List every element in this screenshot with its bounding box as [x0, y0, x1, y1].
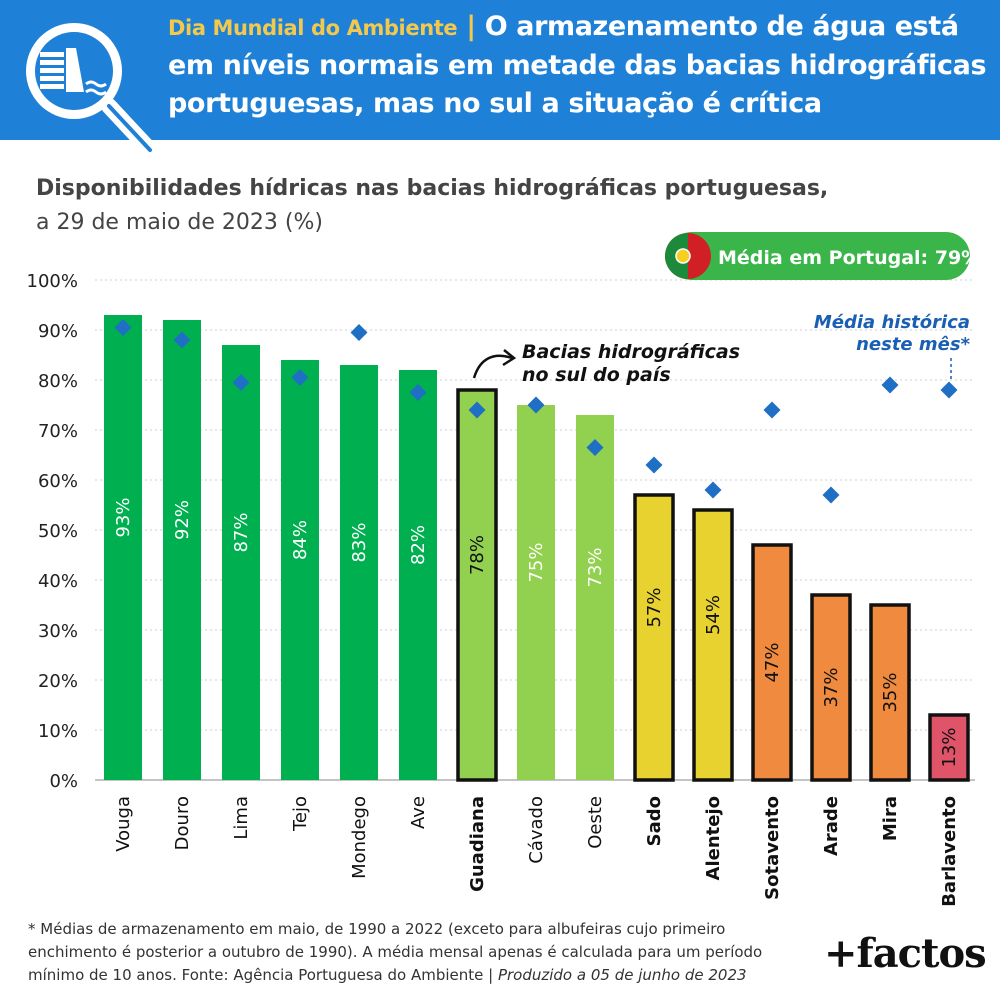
x-tick-label: Sotavento: [762, 796, 783, 900]
south-basins-annotation: Bacias hidrográficas no sul do país: [472, 341, 740, 386]
x-tick-label: Sado: [644, 796, 665, 846]
footnote-text: * Médias de armazenamento em maio, de 19…: [28, 920, 763, 984]
x-tick-label: Guadiana: [467, 796, 488, 892]
historical-marker: [291, 369, 309, 386]
y-tick-label: 10%: [38, 721, 78, 742]
bar-value-label: 54%: [703, 595, 724, 635]
x-tick-label: Douro: [172, 796, 193, 850]
headline-separator: |: [466, 11, 476, 42]
south-annotation-line2: no sul do país: [522, 364, 671, 386]
subtitle-line2: a 29 de maio de 2023 (%): [36, 210, 323, 235]
historical-marker: [409, 384, 427, 401]
bar-value-label: 83%: [349, 522, 370, 562]
x-tick-label: Alentejo: [703, 796, 724, 880]
bar-arade: [810, 593, 852, 782]
bar-tejo: [281, 360, 319, 780]
x-tick-label: Vouga: [113, 796, 134, 852]
x-tick-label: Barlavento: [939, 796, 960, 907]
badge-label: Média em Portugal: 79%: [718, 247, 980, 269]
footnote-produced: Produzido a 05 de junho de 2023: [497, 966, 747, 984]
y-tick-label: 70%: [38, 421, 78, 442]
x-tick-label: Arade: [821, 796, 842, 856]
historical-marker: [645, 456, 663, 474]
hist-annotation-line2: neste mês*: [856, 334, 970, 355]
x-tick-label: Oeste: [585, 796, 606, 849]
bar-value-label: 13%: [939, 727, 960, 767]
y-tick-label: 50%: [38, 521, 78, 542]
historical-marker: [881, 376, 899, 394]
bar-value-label: 87%: [231, 512, 252, 552]
y-tick-label: 90%: [38, 321, 78, 342]
south-annotation-line1: Bacias hidrográficas: [522, 341, 740, 363]
historical-marker: [173, 331, 191, 349]
historical-marker: [940, 381, 958, 399]
bar-ave: [399, 370, 437, 780]
x-tick-label: Ave: [408, 796, 429, 829]
x-tick-label: Lima: [231, 796, 252, 840]
header-banner: Dia Mundial do Ambiente | O armazenament…: [0, 0, 1000, 158]
headline-kicker: Dia Mundial do Ambiente: [168, 16, 458, 40]
bar-lima: [222, 345, 260, 780]
subtitle-line1: Disponibilidades hídricas nas bacias hid…: [36, 176, 829, 201]
bar-value-label: 78%: [467, 535, 488, 575]
x-tick-label: Mondego: [349, 796, 370, 879]
historical-marker: [704, 481, 722, 499]
historical-marker: [114, 319, 132, 336]
bar-value-label: 35%: [880, 672, 901, 712]
headline-title: O armazenamento de água está em níveis n…: [168, 11, 987, 119]
bar-value-label: 57%: [644, 587, 665, 627]
historical-marker: [586, 439, 604, 456]
y-tick-label: 100%: [27, 271, 78, 292]
historical-marker: [232, 374, 250, 391]
bar-value-label: 73%: [585, 547, 606, 587]
bar-vouga: [104, 315, 142, 780]
historical-marker: [527, 396, 545, 414]
y-tick-label: 80%: [38, 371, 78, 392]
portugal-average-badge: Média em Portugal: 79%: [665, 232, 980, 280]
y-axis-labels: 0% 10% 20% 30% 40% 50% 60% 70% 80% 90% 100%: [27, 271, 78, 792]
bars: 93% 92% 87% 84% 83% 82% 78% 75% 73% 57% 54% 47% 37% 3…: [104, 315, 970, 782]
bar-cávado: [517, 405, 555, 780]
water-reservoir-search-icon: [26, 23, 158, 158]
x-tick-label: Mira: [880, 796, 901, 841]
historical-average-annotation: Média histórica neste mês*: [814, 312, 971, 380]
y-tick-label: 30%: [38, 621, 78, 642]
x-axis-labels: Vouga Douro Lima Tejo Mondego Ave Guadiana Cáva…: [113, 796, 960, 907]
brand-logo: +factos: [824, 930, 987, 977]
y-tick-label: 60%: [38, 471, 78, 492]
bar-oeste: [576, 415, 614, 780]
historical-marker: [822, 486, 840, 504]
historical-markers: [114, 319, 958, 504]
bar-value-label: 82%: [408, 525, 429, 565]
bar-value-label: 75%: [526, 542, 547, 582]
historical-marker: [763, 401, 781, 419]
bar-sado: [633, 493, 675, 782]
y-tick-label: 20%: [38, 671, 78, 692]
bar-sotavento: [751, 543, 793, 782]
historical-marker: [468, 401, 486, 419]
bar-barlavento: [928, 713, 970, 782]
bar-mondego: [340, 365, 378, 780]
chart-subtitle: Disponibilidades hídricas nas bacias hid…: [36, 172, 828, 240]
bar-value-label: 37%: [821, 667, 842, 707]
bar-douro: [163, 320, 201, 780]
bar-value-label: 84%: [290, 520, 311, 560]
y-tick-label: 40%: [38, 571, 78, 592]
x-tick-label: Tejo: [290, 796, 311, 832]
bar-mira: [869, 603, 911, 782]
y-tick-label: 0%: [49, 771, 78, 792]
bar-value-label: 47%: [762, 642, 783, 682]
bar-alentejo: [692, 508, 734, 782]
hist-annotation-line1: Média histórica: [814, 312, 970, 333]
bar-value-label: 93%: [113, 497, 134, 537]
historical-marker: [350, 324, 368, 341]
x-tick-label: Cávado: [526, 796, 547, 864]
bar-guadiana: [456, 388, 498, 782]
headline: Dia Mundial do Ambiente | O armazenament…: [168, 8, 988, 123]
footnote: * Médias de armazenamento em maio, de 19…: [28, 918, 818, 987]
bar-value-label: 92%: [172, 500, 193, 540]
